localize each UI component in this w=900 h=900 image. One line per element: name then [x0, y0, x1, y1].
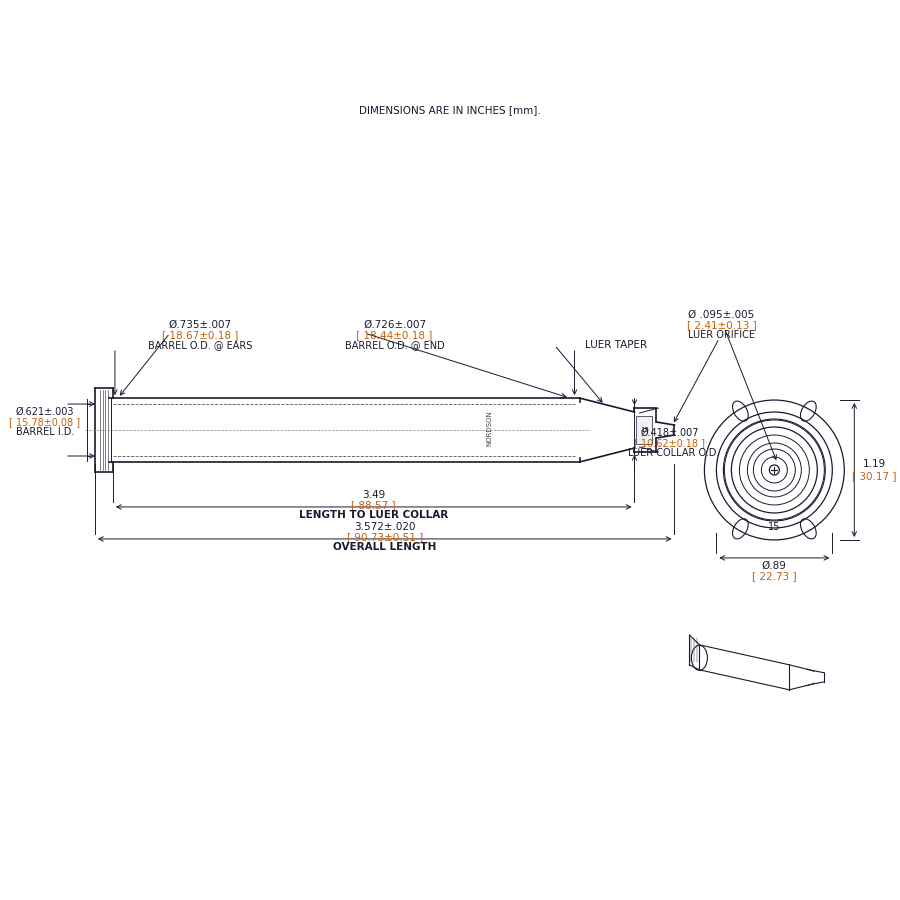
Text: [ 88.57 ]: [ 88.57 ]	[351, 500, 396, 510]
Text: NORDSON: NORDSON	[487, 410, 492, 446]
Text: [ 18.67±0.18 ]: [ 18.67±0.18 ]	[162, 330, 238, 340]
Text: [ 2.41±0.13 ]: [ 2.41±0.13 ]	[687, 320, 756, 330]
Text: [ 22.73 ]: [ 22.73 ]	[752, 571, 796, 580]
Text: OVERALL LENGTH: OVERALL LENGTH	[333, 542, 436, 552]
Text: [ 18.44±0.18 ]: [ 18.44±0.18 ]	[356, 330, 433, 340]
Text: BARREL O.D. @ END: BARREL O.D. @ END	[345, 340, 445, 350]
Text: BARREL O.D. @ EARS: BARREL O.D. @ EARS	[148, 340, 252, 350]
Text: 15: 15	[769, 522, 780, 532]
FancyBboxPatch shape	[636, 416, 652, 444]
Text: Ø.418±.007: Ø.418±.007	[640, 428, 698, 438]
Text: LENGTH TO LUER COLLAR: LENGTH TO LUER COLLAR	[299, 510, 448, 520]
Text: 1.19: 1.19	[862, 459, 886, 469]
Text: [ 30.17 ]: [ 30.17 ]	[852, 471, 896, 481]
Text: Ø .095±.005: Ø .095±.005	[688, 310, 754, 320]
Text: Ø.89: Ø.89	[762, 561, 787, 571]
Text: 15: 15	[640, 427, 649, 433]
Text: Ø.735±.007: Ø.735±.007	[168, 320, 231, 330]
Text: [ 10.62±0.18 ]: [ 10.62±0.18 ]	[634, 438, 705, 448]
Text: Ø.726±.007: Ø.726±.007	[363, 320, 427, 330]
Text: 3.49: 3.49	[362, 490, 385, 500]
Text: LUER ORIFICE: LUER ORIFICE	[688, 330, 755, 340]
Text: Ø.621±.003: Ø.621±.003	[15, 407, 74, 417]
Text: LUER COLLAR O.D.: LUER COLLAR O.D.	[628, 448, 719, 458]
Text: DIMENSIONS ARE IN INCHES [mm].: DIMENSIONS ARE IN INCHES [mm].	[359, 105, 541, 115]
Text: BARREL I.D.: BARREL I.D.	[16, 427, 74, 437]
Text: [ 15.78±0.08 ]: [ 15.78±0.08 ]	[9, 417, 80, 427]
Text: [ 90.73±0.51 ]: [ 90.73±0.51 ]	[346, 532, 423, 542]
Text: 3.572±.020: 3.572±.020	[354, 522, 416, 532]
Text: LUER TAPER: LUER TAPER	[584, 340, 646, 350]
